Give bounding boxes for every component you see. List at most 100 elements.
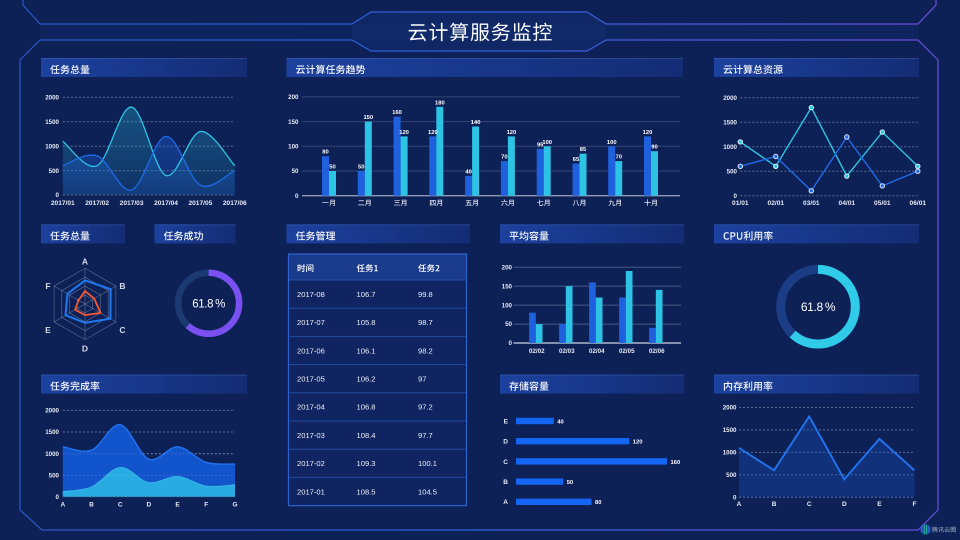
svg-text:97: 97	[418, 375, 426, 384]
svg-text:106.2: 106.2	[357, 375, 376, 384]
svg-text:120: 120	[399, 130, 409, 136]
svg-text:E: E	[175, 502, 180, 509]
svg-text:E: E	[877, 501, 882, 508]
svg-text:02/02: 02/02	[529, 348, 545, 355]
svg-text:2017-08: 2017-08	[297, 290, 325, 299]
svg-text:02/03: 02/03	[559, 348, 575, 355]
svg-text:C: C	[119, 325, 125, 335]
svg-text:1500: 1500	[723, 427, 737, 434]
svg-text:100: 100	[542, 140, 552, 146]
svg-text:D: D	[503, 439, 508, 446]
svg-text:140: 140	[471, 120, 481, 126]
svg-text:180: 180	[435, 100, 445, 106]
svg-text:0: 0	[509, 340, 513, 347]
svg-text:A: A	[60, 502, 65, 509]
svg-text:98.2: 98.2	[418, 346, 433, 355]
svg-text:120: 120	[428, 130, 438, 136]
svg-text:0: 0	[734, 193, 738, 200]
svg-text:100.1: 100.1	[418, 459, 437, 468]
svg-text:500: 500	[726, 472, 737, 479]
svg-text:98.7: 98.7	[418, 318, 433, 327]
svg-text:1500: 1500	[45, 119, 59, 126]
svg-text:C: C	[118, 502, 123, 509]
svg-text:80: 80	[595, 500, 601, 506]
svg-text:2017/04: 2017/04	[154, 200, 178, 207]
svg-text:2000: 2000	[723, 405, 737, 412]
svg-text:97.7: 97.7	[418, 431, 433, 440]
svg-text:D: D	[147, 502, 152, 509]
svg-text:2017/03: 2017/03	[120, 200, 144, 207]
svg-text:C: C	[807, 501, 812, 508]
svg-text:80: 80	[322, 150, 328, 156]
svg-text:E: E	[504, 418, 509, 425]
svg-text:B: B	[89, 502, 94, 509]
svg-text:A: A	[737, 501, 742, 508]
svg-text:1000: 1000	[45, 143, 59, 150]
svg-text:70: 70	[501, 155, 507, 161]
svg-text:2017-06: 2017-06	[297, 346, 325, 355]
svg-text:150: 150	[288, 119, 299, 126]
svg-text:G: G	[232, 502, 237, 509]
svg-text:2000: 2000	[45, 95, 59, 102]
svg-text:108.5: 108.5	[357, 487, 376, 496]
svg-text:2017/02: 2017/02	[85, 200, 109, 207]
svg-text:120: 120	[507, 130, 517, 136]
svg-text:2000: 2000	[45, 408, 59, 415]
svg-text:106.7: 106.7	[357, 290, 376, 299]
svg-text:100: 100	[607, 140, 617, 146]
svg-text:150: 150	[363, 115, 373, 121]
svg-text:65: 65	[573, 157, 580, 163]
svg-text:E: E	[45, 325, 51, 335]
svg-text:02/06: 02/06	[649, 348, 665, 355]
svg-text:40: 40	[465, 169, 471, 175]
svg-text:200: 200	[288, 94, 299, 101]
svg-text:95: 95	[537, 142, 544, 148]
svg-text:120: 120	[633, 440, 643, 446]
svg-text:0: 0	[56, 192, 60, 199]
svg-text:0: 0	[56, 494, 60, 501]
svg-text:01/01: 01/01	[732, 200, 749, 207]
svg-text:50: 50	[292, 168, 299, 175]
svg-text:F: F	[913, 501, 917, 508]
svg-text:2017-05: 2017-05	[297, 375, 325, 384]
svg-text:D: D	[842, 501, 847, 508]
svg-text:100: 100	[288, 144, 299, 151]
svg-text:0: 0	[733, 494, 737, 501]
svg-text:B: B	[772, 501, 777, 508]
svg-text:02/04: 02/04	[589, 348, 605, 355]
svg-text:90: 90	[651, 145, 657, 151]
svg-text:02/01: 02/01	[768, 200, 785, 207]
svg-text:150: 150	[502, 283, 513, 290]
svg-text:1500: 1500	[45, 429, 59, 436]
svg-text:104.5: 104.5	[418, 487, 437, 496]
svg-text:50: 50	[567, 480, 573, 486]
svg-text:61.8 %: 61.8 %	[192, 298, 225, 310]
svg-text:2017-07: 2017-07	[297, 318, 325, 327]
svg-text:03/01: 03/01	[803, 200, 820, 207]
svg-text:97.2: 97.2	[418, 403, 433, 412]
svg-text:0: 0	[295, 193, 299, 200]
svg-text:105.8: 105.8	[357, 318, 376, 327]
svg-text:1500: 1500	[723, 120, 737, 127]
svg-text:2017-04: 2017-04	[297, 403, 325, 412]
svg-text:109.3: 109.3	[357, 459, 376, 468]
svg-text:02/05: 02/05	[619, 348, 635, 355]
svg-text:2017-03: 2017-03	[297, 431, 325, 440]
svg-text:108.4: 108.4	[357, 431, 376, 440]
svg-text:F: F	[45, 281, 50, 291]
svg-text:120: 120	[643, 130, 653, 136]
svg-text:106.8: 106.8	[357, 403, 376, 412]
svg-text:2017-01: 2017-01	[297, 487, 325, 496]
svg-text:500: 500	[727, 168, 738, 175]
svg-text:B: B	[503, 479, 508, 486]
svg-text:C: C	[503, 459, 508, 466]
svg-text:1000: 1000	[45, 451, 59, 458]
svg-text:2000: 2000	[723, 95, 737, 102]
svg-text:2017-02: 2017-02	[297, 459, 325, 468]
svg-text:06/01: 06/01	[910, 200, 927, 207]
svg-text:1000: 1000	[723, 450, 737, 457]
svg-text:100: 100	[502, 302, 513, 309]
svg-text:99.8: 99.8	[418, 290, 433, 299]
svg-text:500: 500	[49, 473, 60, 480]
svg-text:500: 500	[49, 168, 60, 175]
